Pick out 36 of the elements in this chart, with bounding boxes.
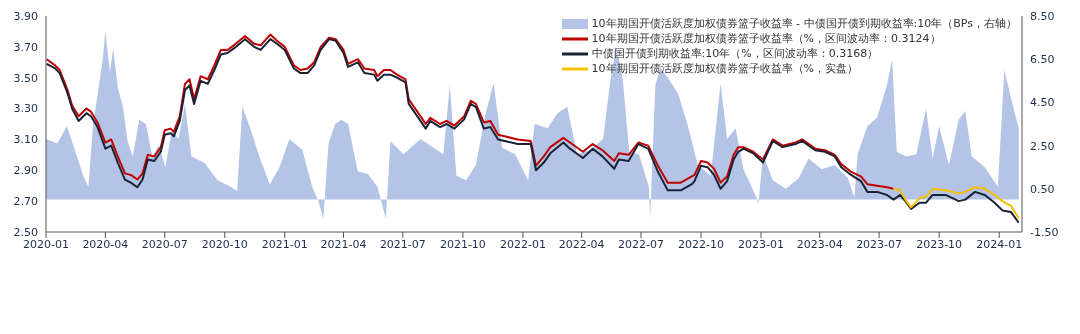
y2-tick-label: 8.50 (1030, 9, 1055, 23)
x-tick-label: 2020-10 (201, 237, 248, 251)
x-tick-label: 2020-07 (141, 237, 188, 251)
x-tick-label: 2022-10 (678, 237, 724, 251)
y-tick-label: 3.50 (13, 71, 38, 85)
x-tick-label: 2021-07 (379, 237, 426, 251)
x-tick-label: 2023-04 (796, 237, 843, 251)
y-tick-label: 2.70 (13, 195, 38, 209)
x-tick-label: 2023-10 (916, 237, 963, 251)
x-tick-label: 2022-01 (499, 237, 546, 251)
x-tick-label: 2023-01 (738, 237, 785, 251)
y2-tick-label: 0.50 (1030, 182, 1055, 196)
x-tick-label: 2020-01 (23, 237, 69, 251)
y-tick-label: 3.10 (13, 133, 38, 147)
x-tick-label: 2022-04 (558, 237, 605, 251)
y-tick-label: 3.30 (13, 102, 38, 116)
y2-tick-label: 4.50 (1030, 96, 1055, 110)
legend-label: 10年期国开债活跃度加权债券篮子收益率 - 中债国开债到期收益率:10年（BPs，右轴） (591, 16, 1017, 31)
y2-tick-label: 6.50 (1030, 53, 1055, 67)
y-tick-label: 2.90 (13, 164, 38, 178)
legend-label: 中债国开债到期收益率:10年（%，区间波动率：0.3168） (591, 46, 879, 61)
x-tick-label: 2021-01 (261, 237, 308, 251)
y-tick-label: 2.50 (13, 225, 38, 239)
y-tick-label: 3.70 (13, 40, 38, 54)
x-tick-label: 2024-01 (976, 237, 1023, 251)
y2-tick-label: 2.50 (1030, 139, 1055, 153)
x-tick-label: 2021-10 (439, 237, 486, 251)
line-series (892, 186, 1020, 220)
x-tick-label: 2020-04 (82, 237, 129, 251)
x-tick-label: 2021-04 (320, 237, 367, 251)
legend-label: 10年期国开债活跃度加权债券篮子收益率（%，实盘） (591, 61, 859, 76)
y2-tick-label: -1.50 (1030, 225, 1059, 239)
x-tick-label: 2022-07 (618, 237, 664, 251)
x-tick-label: 2023-07 (856, 237, 903, 251)
y-tick-label: 3.90 (13, 9, 38, 23)
legend-label: 10年期国开债活跃度加权债券篮子收益率（%，区间波动率：0.3124） (591, 31, 941, 46)
